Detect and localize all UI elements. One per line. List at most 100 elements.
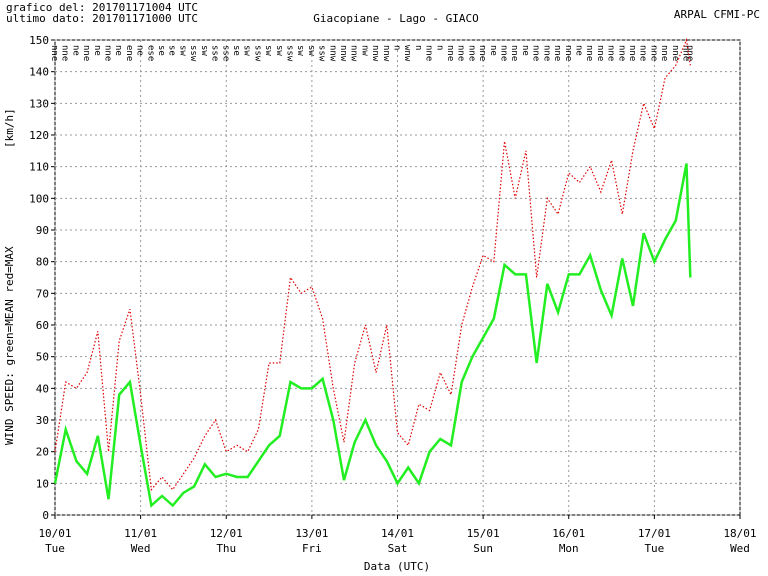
x-tick-day: Mon — [559, 542, 579, 555]
wind-direction: nnw — [381, 45, 391, 62]
y-tick-label: 60 — [36, 319, 49, 332]
x-tick-label: 16/01 — [552, 527, 585, 540]
x-tick-label: 10/01 — [38, 527, 71, 540]
wind-direction: nnw — [338, 45, 348, 62]
wind-direction: se — [156, 45, 166, 56]
wind-direction: sw — [274, 45, 284, 56]
last-data: ultimo dato: 201701171000 UTC — [6, 12, 198, 25]
wind-direction: nne — [627, 45, 637, 61]
y-tick-label: 70 — [36, 287, 49, 300]
wind-direction: nnw — [349, 45, 359, 62]
y-tick-label: 140 — [29, 66, 49, 79]
y-tick-label: 0 — [42, 509, 49, 522]
x-tick-label: 18/01 — [723, 527, 756, 540]
x-tick-label: 11/01 — [124, 527, 157, 540]
wind-direction: ne — [488, 45, 498, 56]
y-tick-label: 30 — [36, 414, 49, 427]
wind-direction: ese — [145, 45, 155, 61]
wind-direction: nw — [359, 45, 369, 56]
y-tick-label: 110 — [29, 161, 49, 174]
y-tick-label: 130 — [29, 97, 49, 110]
wind-direction: nne — [606, 45, 616, 61]
wind-direction: nne — [595, 45, 605, 61]
wind-direction: ne — [70, 45, 80, 56]
wind-direction: ssw — [188, 45, 198, 62]
x-tick-day: Wed — [730, 542, 750, 555]
y-tick-label: 90 — [36, 224, 49, 237]
y-tick-label: 80 — [36, 256, 49, 269]
wind-direction: n — [413, 45, 423, 50]
wind-direction: ne — [573, 45, 583, 56]
wind-direction: nne — [456, 45, 466, 61]
wind-direction: sw — [306, 45, 316, 56]
y-axis-label: WIND SPEED: green=MEAN red=MAX — [3, 246, 16, 445]
y-tick-label: 120 — [29, 129, 49, 142]
wind-direction: sse — [210, 45, 220, 61]
wind-direction: nne — [616, 45, 626, 61]
x-tick-label: 12/01 — [210, 527, 243, 540]
wind-direction: nne — [670, 45, 680, 61]
series-line — [54, 37, 691, 492]
wind-direction: sw — [177, 45, 187, 56]
wind-direction: se — [167, 45, 177, 56]
wind-direction: nne — [499, 45, 509, 61]
x-tick-day: Wed — [131, 542, 151, 555]
x-tick-day: Sat — [388, 542, 408, 555]
x-tick-day: Tue — [644, 542, 664, 555]
wind-direction: n — [392, 45, 402, 50]
wind-direction: ne — [520, 45, 530, 56]
wind-direction: wnw — [402, 45, 412, 62]
wind-direction: nne — [49, 45, 59, 61]
x-tick-label: 17/01 — [638, 527, 671, 540]
x-tick-day: Fri — [302, 542, 322, 555]
wind-direction: n — [434, 45, 444, 50]
wind-direction: nne — [563, 45, 573, 61]
wind-direction: nne — [584, 45, 594, 61]
wind-direction: sw — [263, 45, 273, 56]
x-tick-label: 15/01 — [467, 527, 500, 540]
wind-direction: ssw — [317, 45, 327, 62]
y-tick-label: 150 — [29, 34, 49, 47]
wind-direction: nne — [424, 45, 434, 61]
x-tick-day: Tue — [45, 542, 65, 555]
wind-direction: sw — [295, 45, 305, 56]
wind-direction: sw — [199, 45, 209, 56]
y-tick-label: 100 — [29, 192, 49, 205]
series-line — [53, 163, 692, 508]
plot-time: grafico del: 201701171004 UTC — [6, 1, 198, 14]
wind-direction: ene — [124, 45, 134, 61]
wind-direction: nne — [648, 45, 658, 61]
wind-direction: ne — [92, 45, 102, 56]
y-tick-label: 10 — [36, 477, 49, 490]
wind-direction: ne — [113, 45, 123, 56]
x-axis-label: Data (UTC) — [364, 560, 430, 573]
wind-direction: nne — [541, 45, 551, 61]
x-tick-day: Thu — [216, 542, 236, 555]
wind-direction: nne — [659, 45, 669, 61]
wind-direction: se — [231, 45, 241, 56]
wind-direction: nne — [445, 45, 455, 61]
wind-direction: ssw — [252, 45, 262, 62]
wind-direction: nne — [81, 45, 91, 61]
wind-direction: ne — [135, 45, 145, 56]
wind-direction: nne — [684, 45, 694, 61]
wind-direction: nne — [552, 45, 562, 61]
wind-direction: nne — [477, 45, 487, 61]
chart-title: Giacopiane - Lago - GIACO — [313, 12, 479, 25]
wind-direction: nne — [509, 45, 519, 61]
x-tick-label: 14/01 — [381, 527, 414, 540]
wind-direction: sw — [242, 45, 252, 56]
wind-direction: nne — [103, 45, 113, 61]
wind-direction: nnw — [370, 45, 380, 62]
wind-direction: nnw — [327, 45, 337, 62]
x-tick-label: 13/01 — [295, 527, 328, 540]
x-tick-day: Sun — [473, 542, 493, 555]
wind-direction: nne — [680, 45, 690, 61]
wind-direction: ssw — [284, 45, 294, 62]
y-tick-label: 40 — [36, 382, 49, 395]
wind-direction: sse — [220, 45, 230, 61]
y-unit: [km/h] — [3, 108, 16, 148]
wind-direction: nne — [466, 45, 476, 61]
wind-direction: nne — [638, 45, 648, 61]
